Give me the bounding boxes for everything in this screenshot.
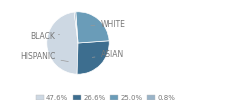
Text: WHITE: WHITE — [91, 20, 125, 29]
Text: ASIAN: ASIAN — [92, 50, 124, 59]
Wedge shape — [76, 12, 109, 43]
Wedge shape — [74, 12, 78, 43]
Wedge shape — [77, 41, 109, 74]
Text: HISPANIC: HISPANIC — [20, 52, 68, 62]
Wedge shape — [47, 12, 78, 74]
Legend: 47.6%, 26.6%, 25.0%, 0.8%: 47.6%, 26.6%, 25.0%, 0.8% — [33, 92, 178, 100]
Text: BLACK: BLACK — [31, 32, 60, 41]
